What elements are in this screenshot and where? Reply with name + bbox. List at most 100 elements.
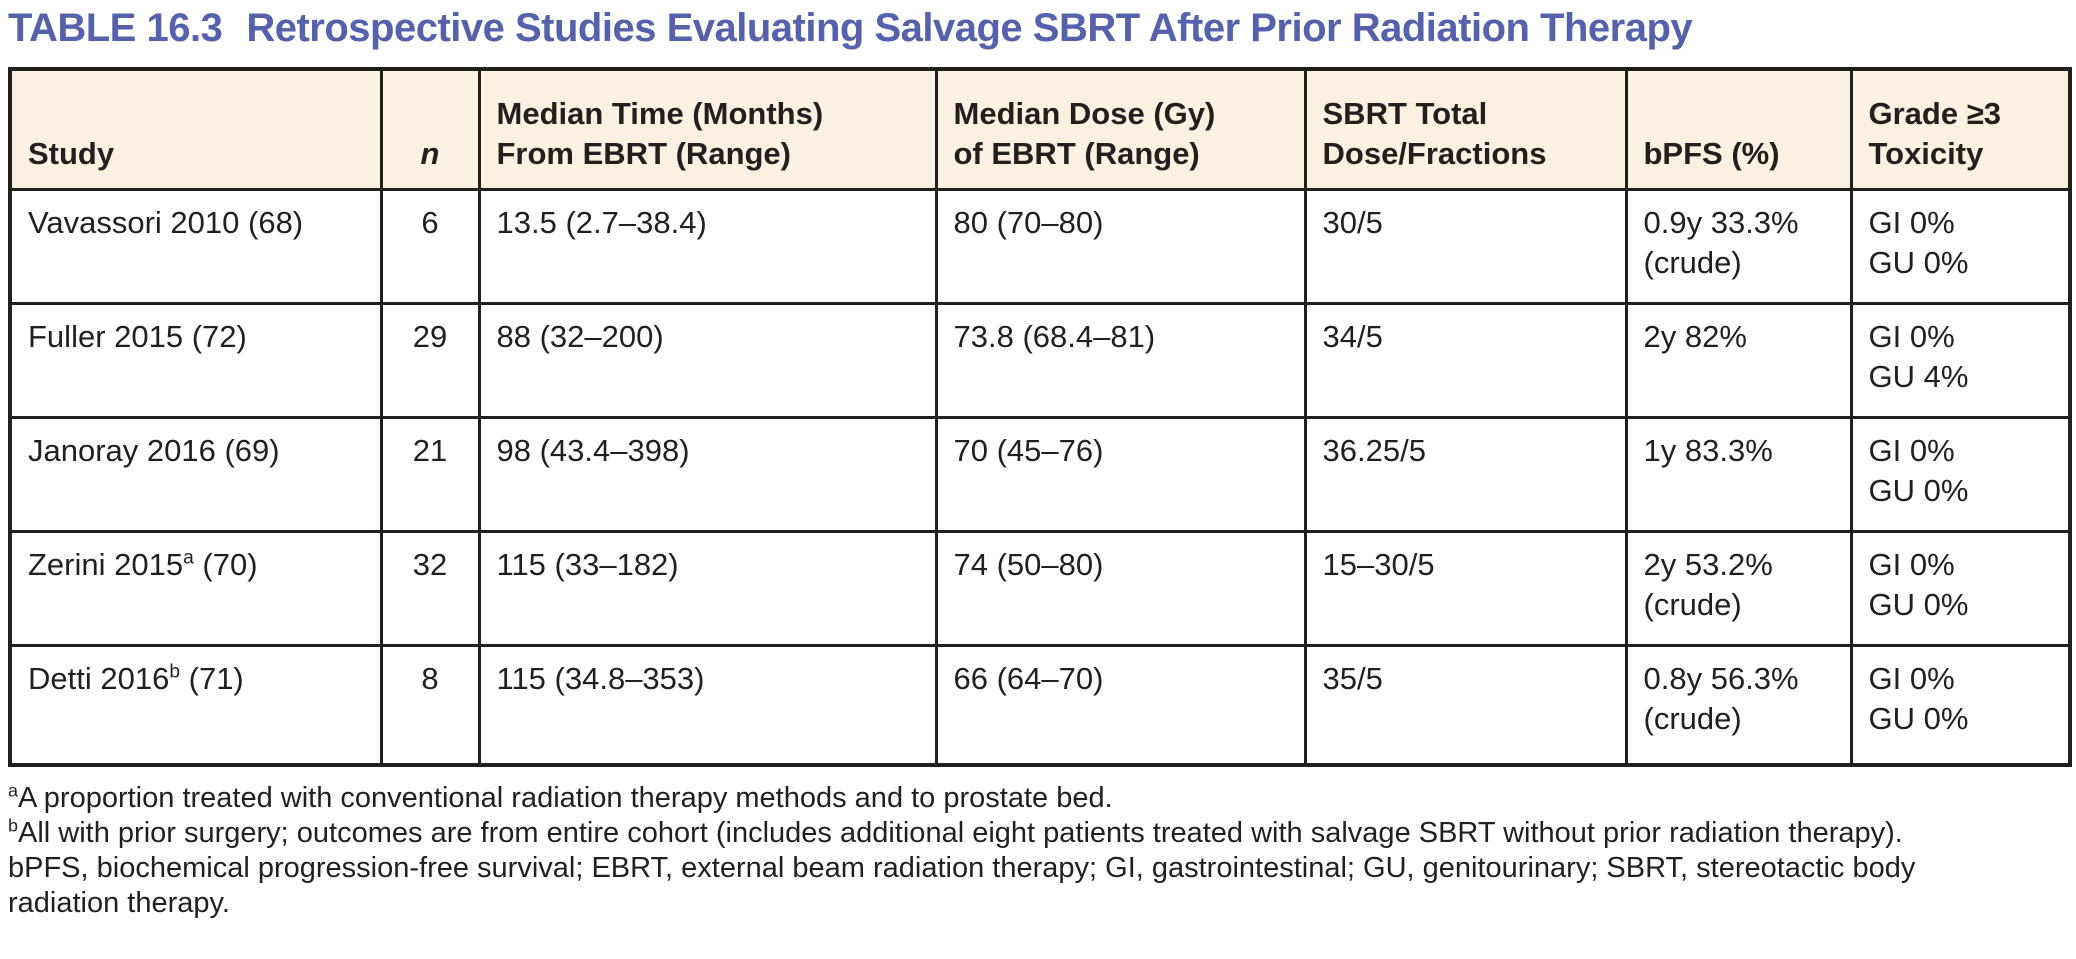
header-line: Grade ≥3 xyxy=(1868,95,2001,131)
study-superscript: a xyxy=(183,547,194,569)
footnote-superscript: b xyxy=(8,815,18,836)
header-line: n xyxy=(420,135,440,171)
cell-median-time: 98 (43.4–398) xyxy=(477,415,938,533)
footnote-text: bPFS, biochemical progression-free survi… xyxy=(8,852,1916,919)
study-ref: (68) xyxy=(239,204,304,240)
cell-toxicity: GI 0% GU 0% xyxy=(1849,415,2072,533)
table-title-text: Retrospective Studies Evaluating Salvage… xyxy=(246,6,1693,50)
study-name: Fuller 2015 xyxy=(28,318,184,354)
cell-bpfs: 2y 82% xyxy=(1624,301,1853,419)
cell-study: Janoray 2016 (69) xyxy=(8,415,383,533)
header-line: bPFS (%) xyxy=(1643,135,1780,171)
table-row: Detti 2016b (71) 8 115 (34.8–353) 66 (64… xyxy=(8,643,2072,767)
bpfs-line: 2y 53.2% xyxy=(1643,546,1773,582)
cell-sbrt-dose: 34/5 xyxy=(1303,301,1628,419)
cell-study: Fuller 2015 (72) xyxy=(8,301,383,419)
header-toxicity: Grade ≥3 Toxicity xyxy=(1849,67,2072,191)
header-line: Dose/Fractions xyxy=(1322,135,1547,171)
footnote-text: All with prior surgery; outcomes are fro… xyxy=(18,817,1903,849)
bpfs-line: (crude) xyxy=(1643,700,1742,736)
study-name: Vavassori 2010 xyxy=(28,204,240,240)
cell-sbrt-dose: 36.25/5 xyxy=(1303,415,1628,533)
cell-median-time: 115 (34.8–353) xyxy=(477,643,938,767)
cell-median-dose: 73.8 (68.4–81) xyxy=(934,301,1307,419)
bpfs-line: 1y 83.3% xyxy=(1643,432,1773,468)
cell-median-dose: 74 (50–80) xyxy=(934,529,1307,647)
cell-median-time: 115 (33–182) xyxy=(477,529,938,647)
cell-n: 29 xyxy=(379,301,481,419)
header-sbrt-dose: SBRT Total Dose/Fractions xyxy=(1303,67,1628,191)
table-title: TABLE 16.3 Retrospective Studies Evaluati… xyxy=(8,6,2068,51)
cell-study: Vavassori 2010 (68) xyxy=(8,187,383,305)
header-line: Toxicity xyxy=(1868,135,1984,171)
footnote-text: A proportion treated with conventional r… xyxy=(18,782,1113,814)
footnote-a: aA proportion treated with conventional … xyxy=(8,781,1998,816)
cell-median-dose: 66 (64–70) xyxy=(934,643,1307,767)
toxicity-line: GU 0% xyxy=(1868,244,1969,280)
cell-bpfs: 0.9y 33.3% (crude) xyxy=(1624,187,1853,305)
cell-sbrt-dose: 35/5 xyxy=(1303,643,1628,767)
table-number-label: TABLE 16.3 xyxy=(8,6,223,50)
header-line: of EBRT (Range) xyxy=(953,135,1200,171)
toxicity-line: GU 0% xyxy=(1868,472,1969,508)
bpfs-line: (crude) xyxy=(1643,586,1742,622)
table-row: Fuller 2015 (72) 29 88 (32–200) 73.8 (68… xyxy=(8,301,2072,419)
header-line: Median Dose (Gy) xyxy=(953,95,1216,131)
cell-study: Zerini 2015a (70) xyxy=(8,529,383,647)
header-study: Study xyxy=(8,67,383,191)
header-median-time: Median Time (Months) From EBRT (Range) xyxy=(477,67,938,191)
toxicity-line: GU 4% xyxy=(1868,358,1969,394)
header-bpfs: bPFS (%) xyxy=(1624,67,1853,191)
header-line: From EBRT (Range) xyxy=(496,135,792,171)
footnote-abbreviations: bPFS, biochemical progression-free survi… xyxy=(8,851,1998,921)
cell-n: 8 xyxy=(379,643,481,767)
toxicity-line: GI 0% xyxy=(1868,432,1955,468)
table-row: Vavassori 2010 (68) 6 13.5 (2.7–38.4) 80… xyxy=(8,187,2072,305)
cell-toxicity: GI 0% GU 4% xyxy=(1849,301,2072,419)
bpfs-line: 0.9y 33.3% xyxy=(1643,204,1799,240)
study-name: Janoray 2016 xyxy=(28,432,216,468)
study-ref: (72) xyxy=(183,318,247,354)
bpfs-line: 0.8y 56.3% xyxy=(1643,660,1799,696)
footnote-b: bAll with prior surgery; outcomes are fr… xyxy=(8,816,1998,851)
cell-sbrt-dose: 15–30/5 xyxy=(1303,529,1628,647)
salvage-sbrt-studies-table: Study n Median Time (Months) From EBRT (… xyxy=(8,67,2072,767)
toxicity-line: GI 0% xyxy=(1868,318,1955,354)
cell-median-dose: 70 (45–76) xyxy=(934,415,1307,533)
header-line: Median Time (Months) xyxy=(496,95,824,131)
study-ref: (70) xyxy=(193,546,258,582)
header-median-dose: Median Dose (Gy) of EBRT (Range) xyxy=(934,67,1307,191)
cell-toxicity: GI 0% GU 0% xyxy=(1849,643,2072,767)
cell-n: 6 xyxy=(379,187,481,305)
header-line: Study xyxy=(28,135,115,171)
study-name: Detti 2016 xyxy=(28,660,170,696)
cell-sbrt-dose: 30/5 xyxy=(1303,187,1628,305)
cell-median-time: 13.5 (2.7–38.4) xyxy=(477,187,938,305)
toxicity-line: GI 0% xyxy=(1868,660,1955,696)
cell-toxicity: GI 0% GU 0% xyxy=(1849,529,2072,647)
study-name: Zerini 2015 xyxy=(28,546,184,582)
study-superscript: b xyxy=(169,661,181,683)
toxicity-line: GU 0% xyxy=(1868,700,1969,736)
footnote-superscript: a xyxy=(8,780,18,801)
document-page: TABLE 16.3 Retrospective Studies Evaluati… xyxy=(8,6,2072,921)
toxicity-line: GI 0% xyxy=(1868,204,1955,240)
table-header-row: Study n Median Time (Months) From EBRT (… xyxy=(8,67,2072,191)
cell-bpfs: 2y 53.2% (crude) xyxy=(1624,529,1853,647)
cell-median-dose: 80 (70–80) xyxy=(934,187,1307,305)
header-n: n xyxy=(379,67,481,191)
study-ref: (69) xyxy=(215,432,280,468)
table-row: Zerini 2015a (70) 32 115 (33–182) 74 (50… xyxy=(8,529,2072,647)
cell-study: Detti 2016b (71) xyxy=(8,643,383,767)
cell-median-time: 88 (32–200) xyxy=(477,301,938,419)
cell-bpfs: 0.8y 56.3% (crude) xyxy=(1624,643,1853,767)
cell-toxicity: GI 0% GU 0% xyxy=(1849,187,2072,305)
toxicity-line: GI 0% xyxy=(1868,546,1955,582)
bpfs-line: 2y 82% xyxy=(1643,318,1747,354)
cell-bpfs: 1y 83.3% xyxy=(1624,415,1853,533)
bpfs-line: (crude) xyxy=(1643,244,1742,280)
header-line: SBRT Total xyxy=(1322,95,1488,131)
study-ref: (71) xyxy=(180,660,244,696)
footnotes-block: aA proportion treated with conventional … xyxy=(8,781,1998,921)
cell-n: 32 xyxy=(379,529,481,647)
